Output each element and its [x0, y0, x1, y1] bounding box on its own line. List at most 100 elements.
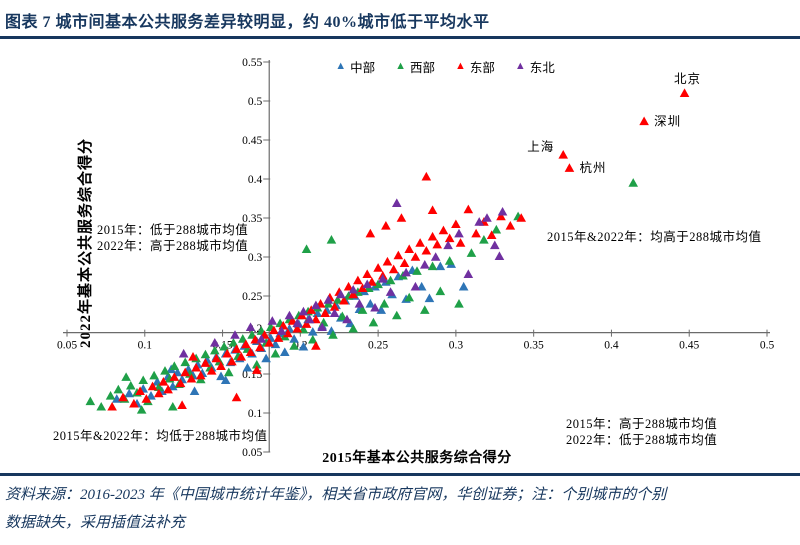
- city-label: 上海: [527, 139, 554, 154]
- data-point-western: [328, 330, 338, 339]
- data-point-northeast: [482, 213, 492, 222]
- data-point-eastern: [206, 366, 217, 375]
- data-point-western: [209, 345, 220, 355]
- data-point-eastern: [135, 386, 145, 395]
- data-point-western: [332, 295, 343, 304]
- data-point-eastern: [177, 400, 187, 409]
- data-point-western: [160, 366, 170, 375]
- chart-title: 图表 7 城市间基本公共服务差异较明显，约 40%城市低于平均水平: [5, 14, 490, 31]
- data-point-northeast: [348, 284, 359, 294]
- city-label: 深圳: [654, 114, 681, 128]
- source-note: 资料来源：2016-2023 年《中国城市统计年鉴》，相关省市政府官网，华创证券…: [5, 481, 795, 537]
- data-point-eastern: [421, 245, 432, 255]
- data-point-eastern: [496, 211, 506, 221]
- data-point-eastern: [231, 344, 242, 353]
- data-point-western: [301, 244, 312, 253]
- data-point-eastern: [255, 342, 265, 352]
- data-point-northeast: [329, 308, 340, 317]
- data-point-western: [149, 370, 159, 380]
- data-point-eastern: [679, 88, 690, 97]
- data-point-eastern: [365, 228, 376, 238]
- data-point-western: [318, 317, 329, 327]
- data-point-northeast: [489, 240, 500, 250]
- data-point-western: [466, 248, 477, 257]
- data-point-western: [251, 359, 262, 369]
- data-point-eastern: [269, 325, 279, 335]
- data-point-western: [326, 235, 337, 244]
- data-point-eastern: [421, 171, 432, 181]
- data-point-central: [312, 308, 323, 317]
- data-point-eastern: [343, 281, 354, 291]
- x-tick-label: 0.25: [368, 340, 388, 352]
- data-point-eastern: [200, 358, 211, 367]
- x-axis-title: 2015年基本公共服务综合得分: [322, 451, 512, 466]
- y-tick-label: 0.35: [242, 213, 262, 225]
- x-tick-label: 0.4: [604, 340, 619, 352]
- data-point-central: [124, 388, 135, 398]
- data-point-eastern: [231, 392, 242, 402]
- data-point-western: [85, 396, 96, 406]
- data-point-eastern: [278, 320, 289, 330]
- data-point-western: [125, 380, 136, 390]
- x-tick-label: 0.35: [524, 340, 544, 352]
- data-point-northeast: [443, 240, 453, 250]
- data-point-eastern: [118, 392, 128, 402]
- data-point-northeast: [245, 322, 256, 331]
- data-point-northeast: [284, 310, 295, 320]
- data-point-northeast: [209, 338, 220, 347]
- data-point-eastern: [362, 269, 373, 278]
- data-point-central: [458, 281, 469, 291]
- y-tick-label: 0.55: [242, 57, 262, 69]
- data-point-northeast: [377, 274, 388, 283]
- data-point-northeast: [474, 217, 485, 226]
- data-point-northeast: [454, 228, 464, 238]
- source-note-line2: 数据缺失，采用插值法补充: [5, 515, 186, 531]
- data-point-western: [337, 311, 348, 321]
- data-point-northeast: [335, 289, 346, 299]
- data-point-eastern: [320, 308, 331, 317]
- data-point-northeast: [317, 322, 327, 331]
- data-point-eastern: [311, 341, 321, 350]
- data-point-northeast: [354, 299, 365, 308]
- data-point-western: [270, 348, 281, 358]
- data-point-eastern: [175, 378, 186, 388]
- city-label: 北京: [674, 72, 701, 86]
- data-point-central: [298, 341, 309, 351]
- data-point-eastern: [273, 333, 284, 342]
- data-point-eastern: [163, 384, 173, 394]
- data-point-eastern: [404, 244, 415, 253]
- data-point-eastern: [186, 373, 197, 383]
- data-point-eastern: [558, 150, 569, 159]
- data-point-western: [228, 338, 239, 347]
- data-point-western: [412, 266, 422, 275]
- data-point-eastern: [245, 347, 256, 356]
- y-tick-label: 0.45: [242, 135, 262, 147]
- data-point-western: [113, 384, 124, 394]
- data-point-northeast: [276, 326, 287, 335]
- city-label: 杭州: [579, 160, 606, 175]
- legend-item-western: ▲ 西部: [395, 57, 435, 76]
- data-point-eastern: [329, 302, 340, 311]
- data-point-eastern: [410, 252, 421, 261]
- data-point-eastern: [393, 250, 404, 260]
- data-point-eastern: [463, 204, 474, 214]
- legend-label: 中部: [350, 61, 376, 75]
- data-point-eastern: [301, 319, 312, 328]
- data-point-western: [169, 361, 180, 370]
- data-point-western: [427, 261, 438, 271]
- data-point-western: [628, 178, 639, 187]
- data-point-eastern: [283, 328, 293, 338]
- data-point-eastern: [486, 230, 497, 239]
- data-point-western: [348, 323, 359, 333]
- data-point-eastern: [357, 283, 368, 292]
- data-point-eastern: [241, 339, 251, 349]
- data-point-western: [237, 334, 248, 343]
- data-point-northeast: [430, 252, 441, 261]
- data-point-eastern: [339, 295, 349, 305]
- data-point-northeast: [323, 295, 334, 304]
- data-point-northeast: [391, 198, 402, 207]
- data-point-eastern: [373, 263, 383, 272]
- data-point-western: [219, 341, 229, 351]
- data-point-central: [167, 381, 178, 391]
- data-point-central: [424, 293, 435, 303]
